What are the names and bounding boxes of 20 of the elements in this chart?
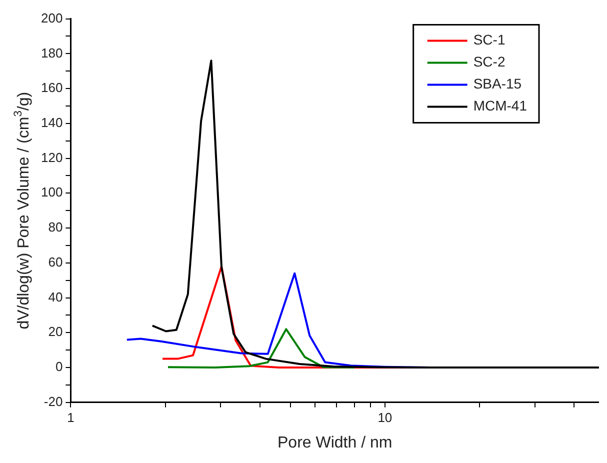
- x-tick-label: 10: [378, 410, 392, 425]
- y-tick-label: 160: [40, 80, 63, 96]
- y-tick-label: 100: [40, 184, 63, 200]
- x-axis-title: Pore Width / nm: [277, 434, 392, 452]
- y-tick-label: 20: [48, 324, 63, 340]
- legend-label: SC-1: [473, 32, 506, 48]
- legend-label: SBA-15: [473, 76, 522, 92]
- y-tick-label: 60: [48, 254, 63, 270]
- y-axis-title: dV/dlog(w) Pore Volume / (cm3/g): [12, 92, 32, 330]
- y-tick-label: 120: [40, 150, 63, 165]
- y-tick-label: 200: [40, 10, 63, 26]
- y-tick-label: 80: [48, 220, 63, 235]
- legend-label: SC-2: [473, 54, 506, 70]
- y-tick-label: 140: [40, 114, 63, 130]
- x-tick-label: 1: [67, 410, 74, 425]
- y-tick-label: 180: [40, 45, 63, 60]
- y-tick-label: -20: [44, 394, 63, 409]
- legend-label: MCM-41: [473, 98, 528, 114]
- y-tick-label: 0: [55, 359, 63, 374]
- y-tick-label: 40: [48, 289, 63, 304]
